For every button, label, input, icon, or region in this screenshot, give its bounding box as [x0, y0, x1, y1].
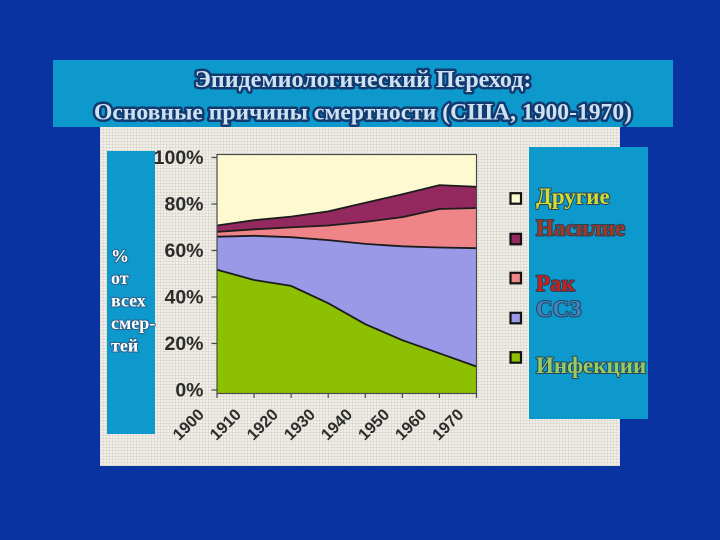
- svg-text:Инфекции: Инфекции: [536, 353, 646, 378]
- svg-text:Насилие: Насилие: [536, 216, 625, 241]
- svg-text:0%: 0%: [175, 380, 203, 402]
- svg-text:смер-: смер-: [111, 313, 155, 333]
- svg-text:80%: 80%: [164, 194, 203, 216]
- svg-text:1960: 1960: [392, 406, 430, 444]
- svg-text:1940: 1940: [318, 406, 356, 444]
- svg-text:всех: всех: [111, 291, 146, 311]
- svg-text:Другие: Другие: [536, 184, 610, 209]
- svg-text:Основные причины смертности (С: Основные причины смертности (США, 1900-1…: [94, 100, 632, 126]
- svg-text:100%: 100%: [154, 147, 204, 169]
- svg-text:1930: 1930: [281, 406, 319, 444]
- svg-text:от: от: [111, 268, 129, 288]
- svg-text:40%: 40%: [164, 287, 203, 309]
- svg-text:1950: 1950: [355, 406, 393, 444]
- svg-text:1910: 1910: [207, 406, 245, 444]
- svg-text:Эпидемиологический Переход:: Эпидемиологический Переход:: [195, 67, 532, 93]
- svg-text:20%: 20%: [164, 333, 203, 355]
- svg-text:тей: тей: [111, 335, 138, 355]
- svg-text:1900: 1900: [169, 406, 207, 444]
- svg-text:1970: 1970: [429, 406, 467, 444]
- svg-text:1920: 1920: [244, 406, 282, 444]
- svg-text:Рак: Рак: [536, 271, 576, 296]
- svg-text:%: %: [111, 246, 129, 266]
- svg-text:60%: 60%: [164, 240, 203, 262]
- svg-text:ССЗ: ССЗ: [536, 297, 581, 322]
